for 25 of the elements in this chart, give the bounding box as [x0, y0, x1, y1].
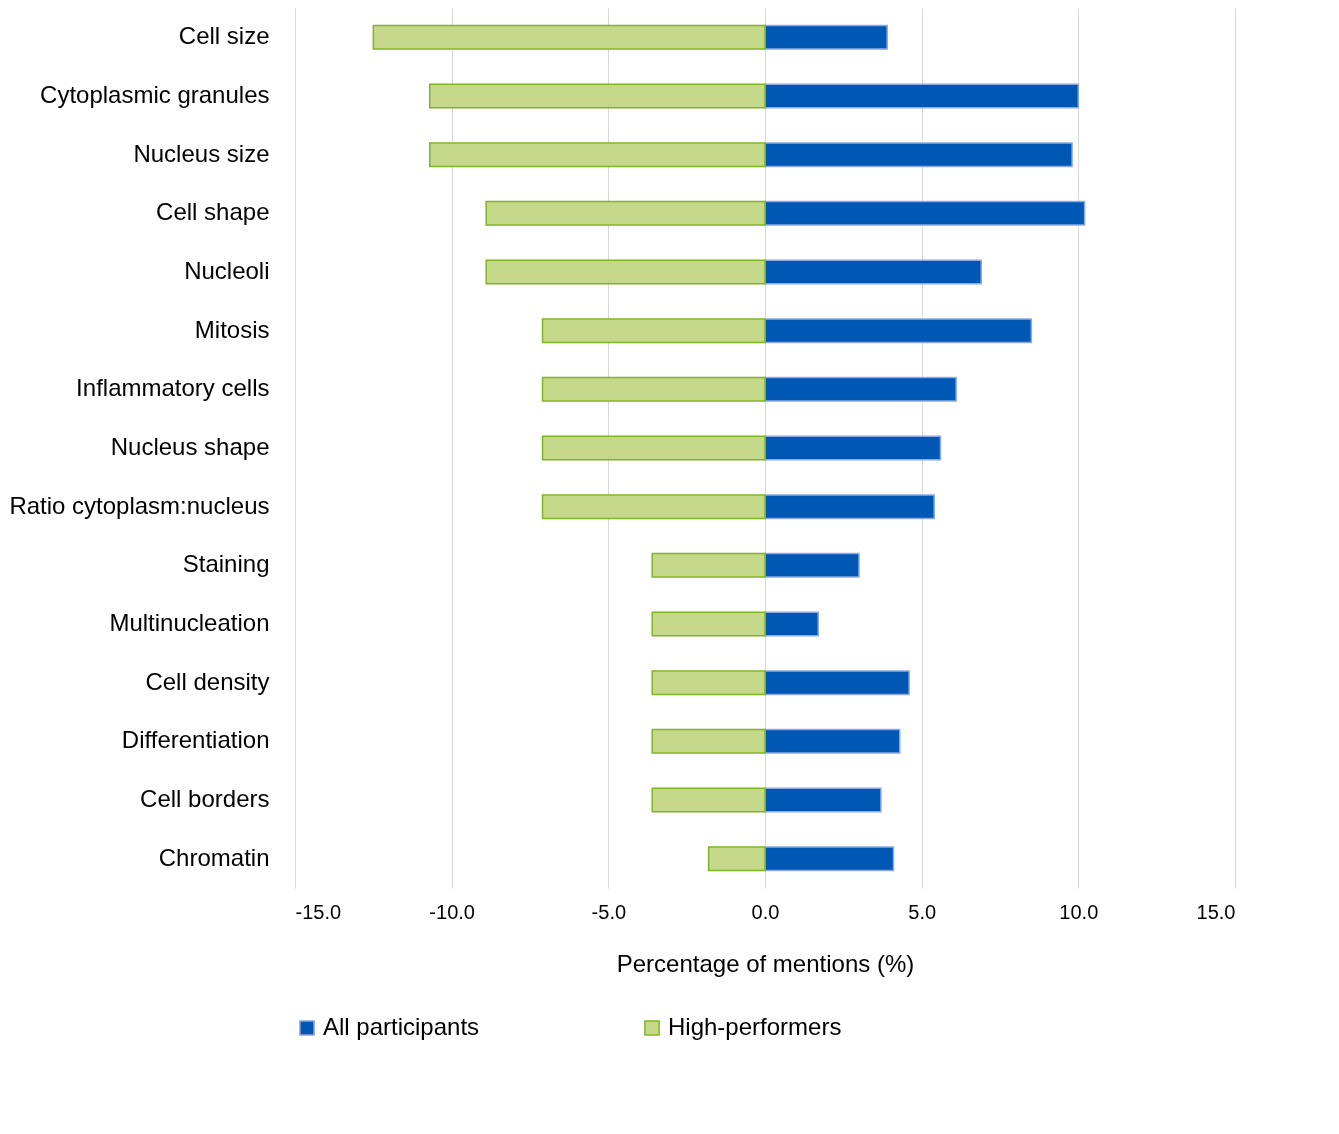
y-tick-label: Chromatin [158, 843, 270, 871]
y-tick-label: Inflammatory cells [76, 374, 270, 402]
x-tick-label: -10.0 [429, 900, 475, 923]
y-tick-label: Nucleoli [184, 257, 270, 284]
y-tick-label: Differentiation [121, 726, 270, 754]
y-tick-label: Cell shape [156, 198, 270, 226]
y-tick-label: Ratio cytoplasm:nucleus [9, 491, 270, 519]
x-tick-label: 0.0 [751, 900, 780, 923]
x-tick-label: -5.0 [591, 900, 627, 923]
y-tick-label: Cell borders [140, 785, 270, 812]
y-tick-label: Cell size [178, 22, 270, 50]
y-tick-label: Staining [182, 550, 270, 578]
y-tick-label: Multinucleation [109, 609, 270, 636]
y-tick-label: Cytoplasmic granules [40, 81, 270, 108]
legend-label: High-performers [668, 1013, 842, 1040]
y-tick-label: Cell density [145, 667, 270, 695]
y-tick-label: Nucleus shape [110, 433, 270, 460]
x-tick-label: 15.0 [1196, 900, 1236, 923]
x-tick-label: 5.0 [908, 900, 937, 923]
x-tick-label: -15.0 [295, 900, 342, 923]
x-tick-label: 10.0 [1059, 900, 1099, 923]
x-axis-title: Percentage of mentions (%) [616, 949, 915, 977]
y-tick-label: Nucleus size [133, 139, 270, 167]
legend-label: All participants [323, 1013, 480, 1040]
y-tick-label: Mitosis [194, 315, 270, 343]
